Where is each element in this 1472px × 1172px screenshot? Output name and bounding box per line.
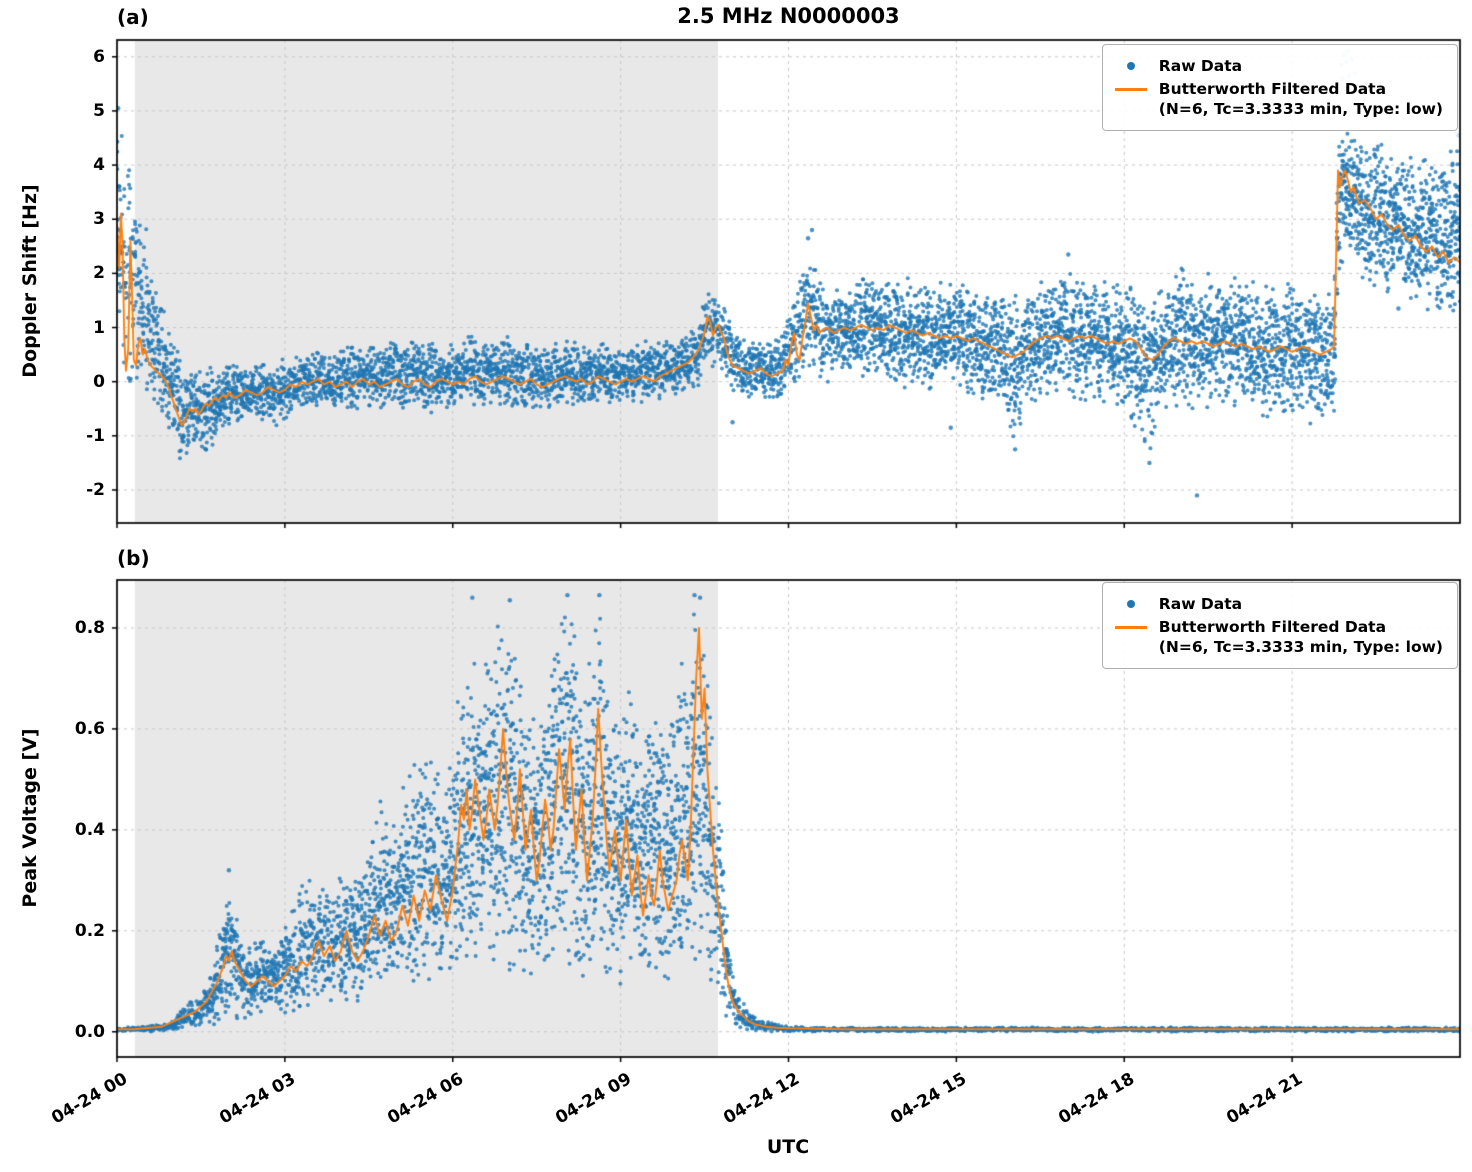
legend-raw-label: Raw Data — [1158, 595, 1243, 613]
y-tick-label: 6 — [93, 46, 105, 67]
legend-filtered-params: (N=6, Tc=3.3333 min, Type: low) — [1158, 100, 1443, 119]
y-tick-label: 1 — [93, 317, 105, 338]
y-tick-label: 0.6 — [74, 718, 105, 739]
legend-entry-filtered: Butterworth Filtered Data (N=6, Tc=3.333… — [1113, 79, 1443, 119]
filtered-data-line-marker — [1114, 625, 1147, 629]
raw-data-dot-marker — [1126, 62, 1135, 70]
y-axis-label-doppler: Doppler Shift [Hz] — [19, 184, 41, 378]
legend-filtered-label: Butterworth Filtered Data — [1158, 80, 1387, 99]
panel-b-label: (b) — [117, 546, 150, 570]
y-tick-label: 5 — [93, 100, 105, 121]
legend-panel-b: Raw Data Butterworth Filtered Data (N=6,… — [1101, 582, 1458, 670]
y-tick-label: 3 — [93, 209, 105, 230]
y-tick-label: -1 — [86, 425, 105, 446]
legend-filtered-label: Butterworth Filtered Data — [1158, 618, 1387, 637]
y-tick-label: -2 — [86, 479, 105, 500]
y-tick-label: 0.0 — [74, 1021, 105, 1042]
y-tick-label: 4 — [93, 155, 105, 176]
legend-raw-label: Raw Data — [1158, 57, 1243, 75]
y-tick-label: 2 — [93, 263, 105, 284]
chart-title: 2.5 MHz N0000003 — [677, 4, 900, 28]
panel-a-label: (a) — [117, 5, 149, 29]
legend-entry-raw: Raw Data — [1113, 56, 1443, 76]
y-tick-label: 0.4 — [74, 819, 105, 840]
y-tick-label: 0 — [93, 371, 105, 392]
x-axis-label: UTC — [766, 1136, 810, 1158]
legend-panel-a: Raw Data Butterworth Filtered Data (N=6,… — [1101, 44, 1458, 132]
legend-entry-filtered: Butterworth Filtered Data (N=6, Tc=3.333… — [1113, 617, 1443, 657]
legend-entry-raw: Raw Data — [1113, 594, 1443, 614]
raw-data-dot-marker — [1126, 600, 1135, 608]
y-axis-label-voltage: Peak Voltage [V] — [19, 728, 41, 908]
y-tick-label: 0.8 — [74, 617, 105, 638]
filtered-data-line-marker — [1114, 87, 1147, 91]
y-tick-label: 0.2 — [74, 920, 105, 941]
legend-filtered-params: (N=6, Tc=3.3333 min, Type: low) — [1158, 638, 1443, 657]
